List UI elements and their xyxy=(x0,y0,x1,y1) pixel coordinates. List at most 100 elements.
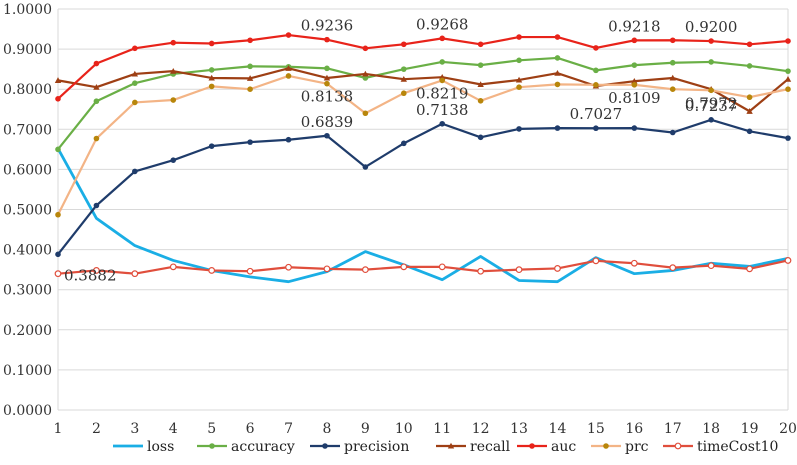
precision-point xyxy=(170,157,177,163)
precision-point xyxy=(785,135,791,141)
recall-point xyxy=(93,83,100,90)
recall-point xyxy=(784,75,792,82)
auc-point xyxy=(362,45,369,52)
x-tick-label: 12 xyxy=(472,421,490,437)
timecost10-point xyxy=(246,267,254,275)
timecost10-point xyxy=(630,259,638,267)
prc-point xyxy=(93,135,100,142)
legend-item-prc: prc xyxy=(591,439,649,455)
timecost10-legend-label: timeCost10 xyxy=(697,439,778,455)
precision-point xyxy=(631,125,638,131)
recall-legend-marker xyxy=(447,442,455,449)
auc-point xyxy=(631,37,638,44)
x-tick-label: 15 xyxy=(587,421,605,437)
auc-line xyxy=(57,33,789,100)
prc-point xyxy=(554,81,561,88)
prc-point xyxy=(785,86,791,92)
loss-line xyxy=(56,147,789,284)
accuracy-point xyxy=(785,68,791,74)
timecost10-point xyxy=(285,263,292,271)
x-tick-label: 14 xyxy=(549,421,567,437)
x-tick-label: 7 xyxy=(284,421,293,437)
grid-layer xyxy=(57,8,789,411)
auc-point xyxy=(400,41,407,48)
precision-legend-marker xyxy=(322,443,328,449)
accuracy-point xyxy=(746,63,753,69)
precision-point xyxy=(132,168,138,175)
recall-point xyxy=(631,77,638,84)
recall-point xyxy=(323,74,331,81)
prc-point xyxy=(593,82,599,88)
prc-point xyxy=(55,211,61,218)
timecost10-point xyxy=(131,270,139,278)
timecost10-point xyxy=(784,257,792,264)
recall-point xyxy=(554,69,561,76)
prc-point xyxy=(208,83,215,90)
accuracy-point xyxy=(631,62,638,68)
x-tick-label: 9 xyxy=(361,421,370,437)
y-tick-label: 0.1000 xyxy=(3,363,52,379)
accuracy-point xyxy=(208,67,215,73)
data-labels: 0.3882 0.6839 0.7138 0.7027 0.7237 0.9236 0.92… xyxy=(64,15,737,284)
legend: loss accuracy precision recall auc prc timeCos… xyxy=(113,439,778,455)
recall-point xyxy=(131,70,139,77)
x-tick-label: 19 xyxy=(741,421,759,437)
prc-point xyxy=(400,90,407,97)
timecost10-point xyxy=(438,263,446,271)
series-layer xyxy=(54,32,792,284)
recall-point xyxy=(170,67,177,74)
accuracy-point xyxy=(362,75,369,81)
auc-point xyxy=(439,35,446,42)
prc-legend-label: prc xyxy=(625,439,649,455)
prc-point xyxy=(708,87,714,94)
data-label-auc: 0.9218 xyxy=(608,17,661,35)
precision-point xyxy=(324,132,330,139)
precision-point xyxy=(746,128,753,135)
y-axis: 0.0000 0.1000 0.2000 0.3000 0.4000 0.5000 0.60… xyxy=(3,2,52,419)
recall-point xyxy=(208,74,215,81)
timecost10-point xyxy=(208,267,216,274)
precision-line xyxy=(57,118,789,256)
y-tick-label: 1.0000 xyxy=(3,2,52,18)
y-tick-label: 0.3000 xyxy=(3,283,52,299)
x-tick-label: 6 xyxy=(246,421,255,437)
y-tick-label: 0.7000 xyxy=(3,122,52,138)
precision-point xyxy=(285,136,292,143)
data-label-prc: 0.8109 xyxy=(608,89,661,107)
auc-point xyxy=(593,45,599,51)
legend-item-precision: precision xyxy=(310,439,409,455)
accuracy-point xyxy=(554,55,561,61)
auc-point xyxy=(285,32,292,38)
recall-legend-label: recall xyxy=(470,439,511,455)
accuracy-point xyxy=(708,59,714,65)
prc-point xyxy=(170,97,177,103)
timecost10-point xyxy=(169,263,177,271)
auc-point xyxy=(669,37,676,44)
precision-point xyxy=(55,251,61,258)
series-precision xyxy=(55,116,791,258)
x-tick-label: 11 xyxy=(433,421,451,437)
auc-point xyxy=(55,96,61,102)
data-label-auc: 0.9200 xyxy=(685,18,738,36)
data-label-precision: 0.7027 xyxy=(570,105,623,123)
auc-point xyxy=(93,60,100,67)
series-recall xyxy=(54,65,792,114)
x-tick-label: 10 xyxy=(395,421,413,437)
x-tick-label: 1 xyxy=(54,421,63,437)
auc-point xyxy=(132,45,138,52)
data-label-precision: 0.3882 xyxy=(64,266,117,284)
data-label-prc: 0.8138 xyxy=(301,88,354,106)
accuracy-legend-marker xyxy=(209,443,215,449)
auc-point xyxy=(785,38,791,44)
precision-point xyxy=(593,125,599,132)
precision-point xyxy=(208,143,215,149)
series-auc xyxy=(55,32,791,102)
recall-point xyxy=(54,77,62,83)
x-tick-label: 13 xyxy=(510,421,528,437)
timecost10-point xyxy=(707,262,715,270)
auc-point xyxy=(554,34,561,40)
y-tick-label: 0.9000 xyxy=(3,42,52,58)
accuracy-legend-label: accuracy xyxy=(231,439,295,455)
precision-legend-label: precision xyxy=(344,439,409,455)
